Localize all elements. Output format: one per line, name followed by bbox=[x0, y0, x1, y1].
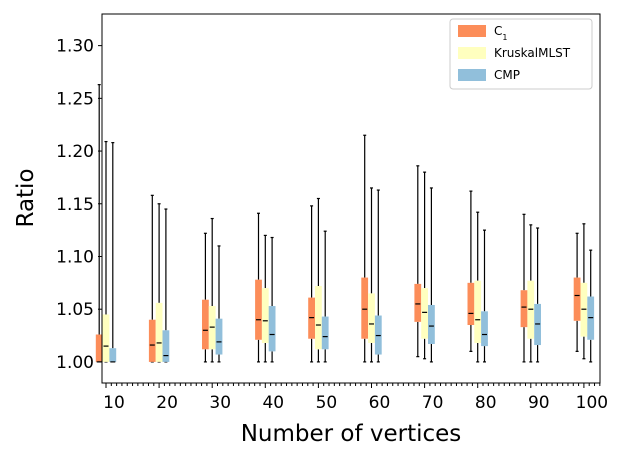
box-kruskalmlst-30 bbox=[208, 217, 216, 363]
y-tick-label: 1.00 bbox=[56, 353, 94, 373]
box-body bbox=[162, 330, 170, 362]
box-c1-80 bbox=[467, 190, 475, 352]
box-kruskalmlst-100 bbox=[580, 223, 588, 360]
box-c1-40 bbox=[255, 212, 262, 363]
axes: 1.00 1.05 1.10 1.15 1.20 1.25 1.30 10 20 30 40 50 60… bbox=[56, 13, 608, 413]
box-cmp-60 bbox=[374, 189, 382, 363]
box-kruskalmlst-70 bbox=[421, 171, 428, 360]
box-body bbox=[520, 290, 528, 328]
x-tick-label: 20 bbox=[156, 393, 178, 413]
box-kruskalmlst-60 bbox=[368, 187, 375, 363]
box-body bbox=[255, 279, 262, 340]
box-body bbox=[467, 282, 475, 326]
box-body bbox=[361, 277, 369, 339]
plot-area bbox=[95, 84, 595, 363]
box-c1-30 bbox=[202, 232, 209, 363]
box-body bbox=[215, 318, 223, 355]
legend-label: KruskalMLST bbox=[494, 46, 571, 60]
box-body bbox=[155, 302, 163, 362]
box-body bbox=[148, 319, 156, 362]
box-body bbox=[315, 286, 322, 350]
box-cmp-80 bbox=[481, 229, 488, 363]
legend-swatch bbox=[458, 47, 486, 59]
y-tick-label: 1.15 bbox=[56, 195, 94, 215]
box-cmp-20 bbox=[162, 208, 170, 363]
x-tick-label: 100 bbox=[576, 393, 608, 413]
x-tick-label: 50 bbox=[316, 393, 338, 413]
x-tick-label: 70 bbox=[422, 393, 444, 413]
box-cmp-100 bbox=[587, 249, 595, 363]
box-body bbox=[481, 311, 488, 347]
y-tick-label: 1.30 bbox=[56, 37, 94, 57]
box-body bbox=[261, 288, 269, 343]
box-kruskalmlst-50 bbox=[315, 197, 322, 363]
legend-swatch bbox=[458, 69, 486, 81]
box-c1-60 bbox=[361, 134, 369, 363]
box-c1-70 bbox=[414, 165, 422, 358]
box-kruskalmlst-20 bbox=[155, 203, 163, 363]
x-tick-label: 40 bbox=[262, 393, 284, 413]
box-cmp-50 bbox=[321, 230, 329, 363]
box-body bbox=[368, 293, 375, 343]
box-cmp-40 bbox=[268, 236, 276, 363]
box-c1-90 bbox=[520, 213, 528, 363]
box-cmp-70 bbox=[428, 187, 435, 363]
box-cmp-30 bbox=[215, 245, 223, 363]
legend: C1 KruskalMLST CMP bbox=[449, 18, 593, 90]
x-axis-title: Number of vertices bbox=[241, 421, 462, 447]
box-body bbox=[102, 314, 110, 362]
legend-swatch bbox=[458, 25, 486, 37]
box-cmp-90 bbox=[534, 227, 541, 363]
x-tick-label: 80 bbox=[475, 393, 497, 413]
y-tick-label: 1.20 bbox=[56, 142, 94, 162]
x-tick-label: 60 bbox=[369, 393, 391, 413]
box-c1-100 bbox=[573, 232, 581, 352]
box-body bbox=[428, 304, 435, 344]
x-tick-label: 30 bbox=[209, 393, 231, 413]
y-axis-title: Ratio bbox=[13, 168, 39, 227]
box-body bbox=[421, 288, 428, 339]
box-cmp-10 bbox=[109, 142, 117, 363]
box-kruskalmlst-10 bbox=[102, 140, 110, 363]
legend-label: CMP bbox=[494, 68, 520, 82]
box-body bbox=[573, 277, 581, 321]
box-kruskalmlst-40 bbox=[261, 234, 269, 363]
box-kruskalmlst-80 bbox=[474, 211, 482, 363]
box-c1-20 bbox=[148, 194, 156, 363]
y-tick-label: 1.10 bbox=[56, 247, 94, 267]
y-tick-label: 1.25 bbox=[56, 89, 94, 109]
plot-frame bbox=[101, 13, 601, 384]
x-tick-label: 10 bbox=[103, 393, 125, 413]
legend-label: C1 bbox=[494, 24, 507, 42]
box-body bbox=[321, 316, 329, 350]
box-body bbox=[95, 334, 103, 362]
box-kruskalmlst-90 bbox=[527, 224, 535, 363]
box-body bbox=[268, 306, 276, 352]
x-tick-label: 90 bbox=[528, 393, 550, 413]
box-body bbox=[202, 299, 209, 350]
box-body bbox=[109, 348, 117, 362]
box-body bbox=[474, 280, 482, 343]
box-body bbox=[414, 283, 422, 322]
box-c1-50 bbox=[308, 205, 315, 363]
y-tick-label: 1.05 bbox=[56, 300, 94, 320]
